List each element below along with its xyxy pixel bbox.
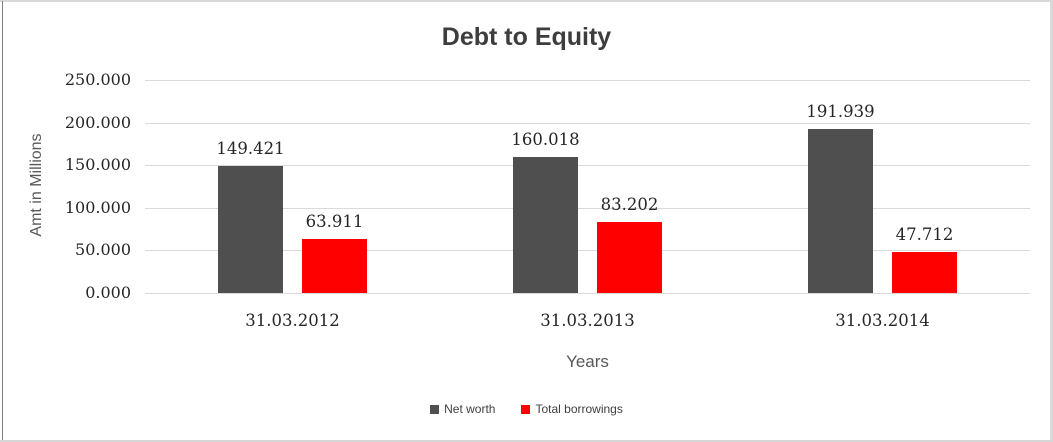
y-tick-label: 100.000 — [64, 198, 131, 217]
x-axis-title: Years — [566, 352, 609, 371]
gridline — [145, 165, 1030, 166]
y-tick-label: 0.000 — [85, 283, 131, 302]
bar-value-label: 83.202 — [600, 195, 659, 214]
bar-net-worth-31-03-2012: 149.421 — [216, 139, 285, 293]
bar-value-label: 149.421 — [216, 139, 285, 158]
legend-label: Total borrowings — [535, 402, 623, 416]
bar-value-label: 191.939 — [806, 102, 875, 121]
bar-value-label: 63.911 — [305, 212, 364, 231]
bar-group-31-03-2013: 160.018 83.202 — [440, 80, 735, 293]
gridline — [145, 80, 1030, 81]
gridline — [145, 208, 1030, 209]
bar-net-worth-31-03-2014: 191.939 — [806, 102, 875, 293]
x-category-label: 31.03.2014 — [835, 311, 930, 330]
bar-total-borrowings-31-03-2014: 47.712 — [892, 225, 957, 293]
legend-label: Net worth — [444, 402, 496, 416]
chart-border-right — [1050, 0, 1053, 442]
y-tick-label: 250.000 — [64, 70, 131, 89]
bar-group-31-03-2012: 149.421 63.911 — [145, 80, 440, 293]
chart-border-bottom — [0, 440, 1053, 442]
y-tick-label: 200.000 — [64, 113, 131, 132]
legend: Net worth Total borrowings — [0, 401, 1053, 417]
legend-marker-net-worth — [430, 404, 440, 414]
bar-net-worth-31-03-2013: 160.018 — [511, 130, 580, 293]
bar-total-borrowings-31-03-2013: 83.202 — [597, 195, 662, 293]
x-category-label: 31.03.2012 — [245, 311, 340, 330]
legend-marker-total-borrowings — [521, 404, 531, 414]
chart-border-left — [2, 1, 3, 440]
chart-border-top — [0, 0, 1053, 2]
bar-groups: 149.421 63.911 160.018 83.202 191.939 47.712 — [145, 80, 1030, 293]
legend-item-net-worth: Net worth — [430, 402, 495, 416]
y-tick-label: 50.000 — [75, 240, 131, 259]
chart-title: Debt to Equity — [441, 23, 612, 51]
bar-group-31-03-2014: 191.939 47.712 — [735, 80, 1030, 293]
x-category-label: 31.03.2013 — [540, 311, 635, 330]
y-tick-label: 150.000 — [64, 155, 131, 174]
legend-item-total-borrowings: Total borrowings — [521, 402, 623, 416]
bar-value-label: 160.018 — [511, 130, 580, 149]
gridline — [145, 123, 1030, 124]
plot-area: 149.421 63.911 160.018 83.202 191.939 47.712 — [145, 80, 1030, 294]
bar-total-borrowings-31-03-2012: 63.911 — [302, 212, 367, 293]
gridline — [145, 250, 1030, 251]
gridline — [145, 293, 1030, 294]
bar-value-label: 47.712 — [895, 225, 954, 244]
